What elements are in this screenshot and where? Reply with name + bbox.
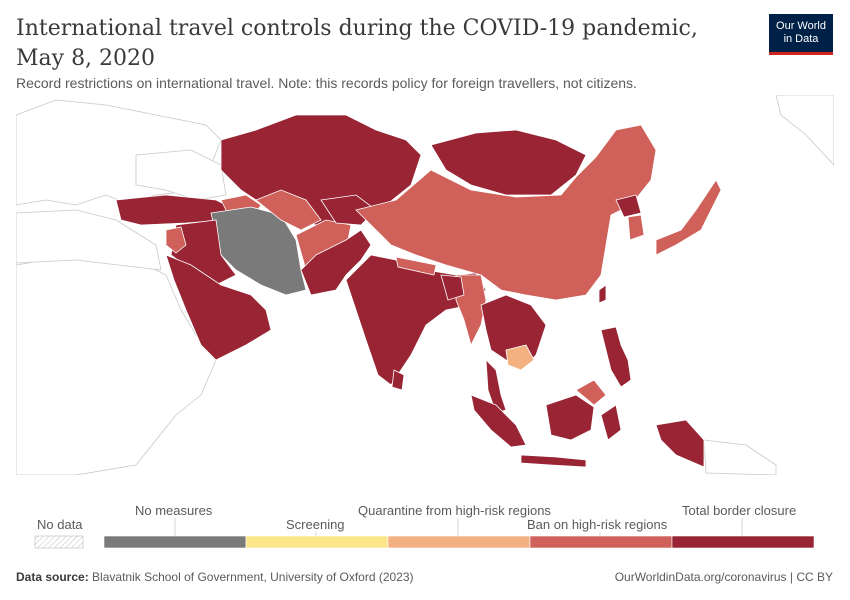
- country-pakistan[interactable]: [300, 229, 372, 296]
- chart-subtitle: Record restrictions on international tra…: [16, 75, 637, 91]
- country-taiwan[interactable]: [598, 284, 607, 304]
- country-ukraine-caucasus[interactable]: [135, 149, 227, 201]
- country-borneo[interactable]: [545, 394, 595, 441]
- legend-label-total-closure: Total border closure: [682, 503, 796, 518]
- legend-label-quarantine: Quarantine from high-risk regions: [358, 503, 551, 518]
- country-iraq-syria[interactable]: [170, 219, 237, 286]
- country-japan[interactable]: [655, 179, 722, 256]
- country-africa-north[interactable]: [16, 209, 162, 271]
- countries-colored: [115, 114, 722, 468]
- country-sumatra[interactable]: [470, 394, 527, 448]
- country-south-korea[interactable]: [627, 214, 645, 241]
- data-source-text: Blavatnik School of Government, Universi…: [92, 570, 414, 584]
- legend-label-no-measures: No measures: [135, 503, 213, 518]
- country-sabah[interactable]: [575, 379, 607, 406]
- color-legend: No data No measures Screening Quarantine…: [34, 503, 815, 549]
- country-sri-lanka[interactable]: [391, 369, 405, 391]
- legend-swatch-quarantine[interactable]: [387, 535, 531, 549]
- legend-no-data-label: No data: [37, 517, 83, 532]
- data-source-label: Data source:: [16, 570, 89, 584]
- legend-swatch-no-measures[interactable]: [103, 535, 247, 549]
- country-mongolia[interactable]: [430, 129, 587, 196]
- country-greenland-east[interactable]: [775, 95, 834, 166]
- credit-link[interactable]: OurWorldinData.org/coronavirus | CC BY: [614, 570, 833, 584]
- country-jordan-israel[interactable]: [165, 226, 187, 254]
- country-saudi-arabia[interactable]: [165, 254, 272, 361]
- country-bangladesh[interactable]: [440, 274, 465, 301]
- country-papua[interactable]: [655, 419, 705, 468]
- country-sulawesi[interactable]: [600, 404, 622, 441]
- legend-swatch-total-closure[interactable]: [671, 535, 815, 549]
- country-turkmenistan[interactable]: [255, 189, 322, 231]
- world-map[interactable]: [16, 95, 834, 475]
- data-source: Data source: Blavatnik School of Governm…: [16, 570, 414, 584]
- country-nepal[interactable]: [395, 256, 437, 276]
- country-cambodia[interactable]: [505, 344, 535, 371]
- legend-no-data-swatch[interactable]: [34, 535, 84, 549]
- logo-line-1: Our World: [776, 20, 826, 32]
- legend-swatch-ban[interactable]: [529, 535, 673, 549]
- owid-logo[interactable]: Our World in Data: [769, 14, 833, 55]
- no-data-countries: [16, 95, 834, 475]
- country-malaysia-peninsula[interactable]: [485, 358, 507, 414]
- chart-title: International travel controls during the…: [16, 16, 698, 71]
- legend-label-ban: Ban on high-risk regions: [527, 517, 668, 532]
- country-java[interactable]: [520, 454, 587, 468]
- country-north-korea[interactable]: [615, 194, 642, 218]
- legend-swatch-screening[interactable]: [245, 535, 389, 549]
- country-philippines[interactable]: [600, 326, 632, 388]
- logo-line-2: in Data: [783, 33, 819, 45]
- country-png[interactable]: [703, 439, 777, 475]
- legend-label-screening: Screening: [286, 517, 345, 532]
